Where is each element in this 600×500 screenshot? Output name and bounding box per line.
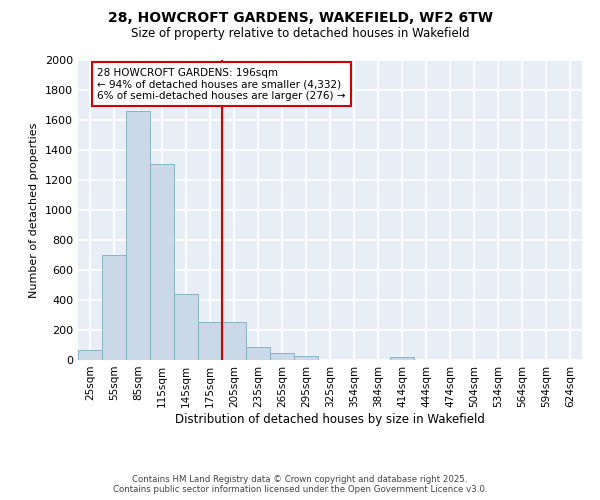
Text: 28, HOWCROFT GARDENS, WAKEFIELD, WF2 6TW: 28, HOWCROFT GARDENS, WAKEFIELD, WF2 6TW [107, 11, 493, 25]
Y-axis label: Number of detached properties: Number of detached properties [29, 122, 40, 298]
Bar [150, 164, 174, 360]
Bar [174, 294, 198, 360]
Bar [198, 322, 222, 360]
Text: 28 HOWCROFT GARDENS: 196sqm
← 94% of detached houses are smaller (4,332)
6% of s: 28 HOWCROFT GARDENS: 196sqm ← 94% of det… [97, 68, 346, 100]
Text: Contains HM Land Registry data © Crown copyright and database right 2025.
Contai: Contains HM Land Registry data © Crown c… [113, 474, 487, 494]
Bar [222, 322, 246, 360]
Bar [270, 352, 294, 360]
Text: Size of property relative to detached houses in Wakefield: Size of property relative to detached ho… [131, 28, 469, 40]
Bar [126, 111, 150, 360]
Bar [246, 346, 270, 360]
Bar [102, 255, 126, 360]
Bar [294, 356, 318, 360]
X-axis label: Distribution of detached houses by size in Wakefield: Distribution of detached houses by size … [175, 412, 485, 426]
Bar [78, 350, 102, 360]
Bar [390, 357, 414, 360]
